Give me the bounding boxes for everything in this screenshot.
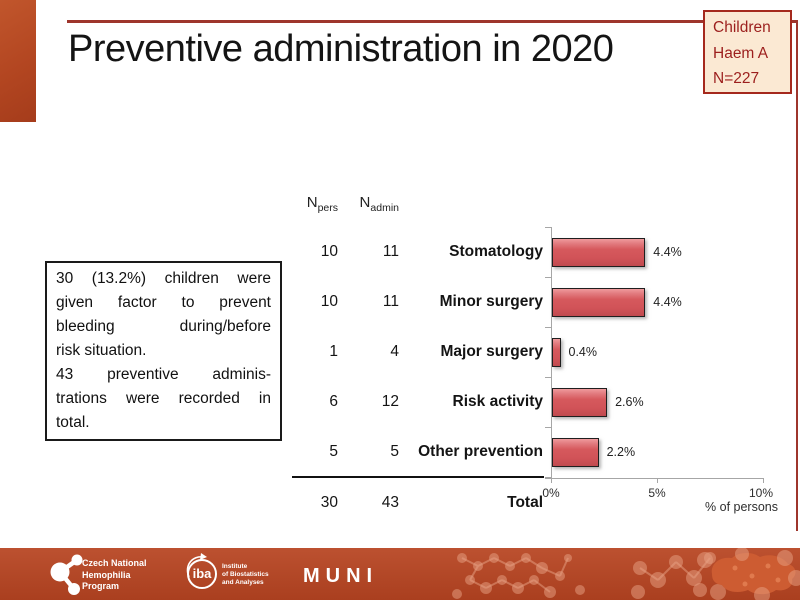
note-line: bleeding during/before bbox=[56, 318, 271, 335]
page-title: Preventive administration in 2020 bbox=[68, 28, 614, 70]
bar-value-label: 0.4% bbox=[568, 345, 598, 359]
muni-logo: MUNI bbox=[303, 565, 379, 587]
category-label: Major surgery bbox=[440, 343, 543, 360]
corner-accent-block bbox=[0, 0, 36, 122]
category-tick bbox=[545, 227, 551, 228]
x-tick-label: 0% bbox=[542, 486, 560, 500]
note-line: 30 (13.2%) children were bbox=[56, 270, 271, 287]
note-line: trations were recorded in bbox=[56, 390, 271, 407]
note-line: given factor to prevent bbox=[56, 294, 271, 311]
iba-line: of Biostatistics bbox=[222, 571, 269, 578]
bar bbox=[552, 438, 599, 467]
right-border-rule bbox=[796, 20, 798, 531]
note-line: 43 preventive adminis- bbox=[56, 366, 271, 383]
category-tick bbox=[545, 427, 551, 428]
column-header-nadmin: Nadmin bbox=[339, 194, 399, 214]
bar bbox=[552, 338, 561, 367]
category-label: Minor surgery bbox=[439, 293, 543, 310]
cnhp-line: Program bbox=[82, 581, 120, 591]
total-npers-value: 30 bbox=[320, 494, 338, 511]
cnhp-line: Hemophilia bbox=[82, 569, 131, 580]
npers-value: 10 bbox=[320, 293, 338, 310]
category-label: Risk activity bbox=[452, 393, 543, 410]
badge-line: Haem A bbox=[713, 44, 769, 62]
czech-map-decoration bbox=[711, 552, 796, 595]
header-sub: pers bbox=[317, 202, 338, 214]
category-label: Other prevention bbox=[418, 443, 543, 460]
header-base: N bbox=[359, 194, 371, 211]
x-tick-label: 5% bbox=[648, 486, 666, 500]
x-axis-line bbox=[545, 478, 764, 479]
x-axis-tick bbox=[763, 478, 764, 483]
nadmin-value: 11 bbox=[382, 243, 399, 260]
bar bbox=[552, 388, 608, 417]
badge-line: Children bbox=[713, 19, 771, 36]
x-axis-tick bbox=[657, 478, 658, 483]
iba-logo-icon: iba bbox=[187, 559, 217, 589]
x-tick-label: 10% bbox=[748, 486, 774, 500]
total-separator-line bbox=[292, 476, 544, 478]
category-tick bbox=[545, 327, 551, 328]
npers-value: 6 bbox=[329, 393, 338, 410]
nadmin-value: 11 bbox=[382, 293, 399, 310]
category-tick bbox=[545, 277, 551, 278]
category-tick bbox=[545, 377, 551, 378]
total-label: Total bbox=[507, 494, 543, 511]
bar-value-label: 4.4% bbox=[653, 245, 682, 259]
iba-line: and Analyses bbox=[222, 579, 264, 586]
bar-value-label: 2.2% bbox=[606, 445, 636, 459]
bar-value-label: 4.4% bbox=[653, 295, 682, 309]
summary-note-box: 30 (13.2%) children were given factor to … bbox=[45, 261, 282, 441]
iba-logo-text: Institute of Biostatistics and Analyses bbox=[222, 563, 269, 587]
x-axis-tick bbox=[551, 478, 552, 483]
cnhp-logo-icon bbox=[50, 554, 83, 595]
nadmin-value: 12 bbox=[381, 393, 399, 410]
column-header-npers: Npers bbox=[278, 194, 338, 214]
note-line: risk situation. bbox=[56, 342, 147, 359]
npers-value: 10 bbox=[320, 243, 338, 260]
category-axis-line bbox=[551, 227, 552, 478]
npers-value: 1 bbox=[329, 343, 338, 360]
iba-line: Institute bbox=[222, 563, 248, 570]
bar-value-label: 2.6% bbox=[615, 395, 644, 409]
nadmin-value: 5 bbox=[390, 443, 399, 460]
badge-line: N=227 bbox=[713, 70, 760, 87]
footer-bar: Czech National Hemophilia Program iba In… bbox=[0, 548, 800, 600]
category-tick bbox=[545, 477, 551, 478]
npers-value: 5 bbox=[329, 443, 338, 460]
molecule-decoration bbox=[452, 548, 800, 600]
x-axis-title: % of persons bbox=[705, 500, 778, 514]
cnhp-line: Czech National bbox=[82, 558, 147, 568]
total-nadmin-value: 43 bbox=[381, 494, 399, 511]
header-base: N bbox=[306, 194, 318, 211]
nadmin-value: 4 bbox=[390, 343, 399, 360]
header-sub: admin bbox=[370, 202, 399, 214]
category-label: Stomatology bbox=[449, 243, 543, 260]
title-rule bbox=[67, 20, 798, 23]
bar bbox=[552, 288, 646, 317]
population-badge: Children Haem A N=227 bbox=[703, 10, 792, 94]
bar bbox=[552, 238, 646, 267]
note-line: total. bbox=[56, 414, 90, 431]
iba-abbr: iba bbox=[192, 566, 212, 581]
cnhp-logo-text: Czech National Hemophilia Program bbox=[82, 558, 147, 593]
